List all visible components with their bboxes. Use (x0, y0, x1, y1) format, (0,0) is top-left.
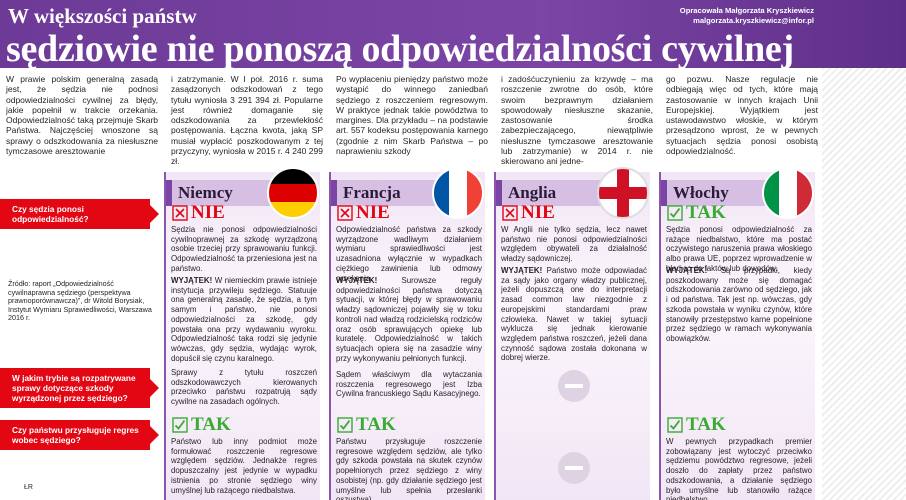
x-icon (172, 205, 188, 221)
email: malgorzata.kryszkiewicz@infor.pl (693, 16, 814, 25)
regress-text: W pewnych przypadkach premier zobowiązan… (666, 437, 812, 500)
exception: WYJĄTEK! W niemieckim prawie istnieje in… (171, 276, 317, 363)
flag (432, 167, 484, 219)
answer-text: TAK (686, 414, 726, 435)
intro-text: go pozwu. Nasze regulacje nie odbiegają … (666, 74, 818, 157)
intro-text: i zatrzymanie. W I poł. 2016 r. suma zas… (171, 74, 323, 167)
intro-text: Po wypłaceniu pieniędzy państwo może wys… (336, 74, 488, 157)
country-column: Włochy TAK Sędzia ponosi odpowiedzialnoś… (659, 167, 815, 500)
answer-text: TAK (356, 414, 396, 435)
side-stripes (822, 68, 906, 500)
question: W jakim trybie są rozpatrywane sprawy do… (0, 368, 159, 408)
check-icon (337, 417, 353, 433)
answer: TAK (667, 202, 726, 224)
headline: sędziowie nie ponoszą odpowiedzialności … (6, 28, 794, 70)
intro-text: i zadośćuczynieniu za krzywdę – ma roszc… (501, 74, 653, 167)
exception-text: Państwo może odpowiadać za sądy jako org… (501, 266, 647, 363)
country-column: Francja NIE Odpowiedzialność państwa za … (329, 167, 485, 500)
x-icon (337, 205, 353, 221)
answer-text: NIE (521, 202, 555, 223)
answer-text-body: Sędzia nie ponosi odpowiedzialności cywi… (171, 225, 317, 273)
exception-text: Są przypadki, kiedy poszkodowany może si… (666, 266, 812, 343)
header: W większości państw sędziowie nie ponosz… (0, 0, 906, 70)
answer-text: TAK (191, 414, 231, 435)
question: Czy sędzia ponosi odpowiedzialność? (0, 199, 159, 229)
answer: NIE (502, 202, 555, 224)
country-column: Anglia NIE W Anglii nie tylko sędzia, le… (494, 167, 650, 500)
answer: TAK (337, 414, 396, 436)
exception-label: WYJĄTEK! (666, 266, 708, 275)
no-data-icon (558, 452, 590, 484)
exception-text: Surowsze reguły odpowiedzialności państw… (336, 276, 482, 363)
answer-text-body: Odpowiedzialność państwa za szkody wyrzą… (336, 225, 482, 283)
regress-text: Państwu przysługuje roszczenie regresowe… (336, 437, 482, 500)
answer: NIE (172, 202, 225, 224)
procedure-text: Sądem właściwym dla wytaczania roszczeni… (336, 370, 482, 399)
exception-text: W niemieckim prawie istnieje instytucja … (171, 276, 317, 363)
credit: ŁR (24, 484, 33, 491)
answer-text: TAK (686, 202, 726, 223)
exception-label: WYJĄTEK! (171, 276, 213, 285)
exception: WYJĄTEK! Państwo może odpowiadać za sądy… (501, 266, 647, 363)
answer-text-body: W Anglii nie tylko sędzia, lecz nawet pa… (501, 225, 647, 264)
flag (597, 167, 649, 219)
flag (762, 167, 814, 219)
exception: WYJĄTEK! Surowsze reguły odpowiedzialnoś… (336, 276, 482, 363)
answer: NIE (337, 202, 390, 224)
kicker: W większości państw (8, 4, 197, 28)
exception-label: WYJĄTEK! (501, 266, 543, 275)
exception: WYJĄTEK! Są przypadki, kiedy poszkodowan… (666, 266, 812, 344)
procedure-text: Sprawy z tytułu roszczeń odszkodowawczyc… (171, 368, 317, 407)
check-icon (667, 417, 683, 433)
answer-text-body: Sędzia ponosi odpowiedzialność za rażące… (666, 225, 812, 273)
check-icon (667, 205, 683, 221)
exception-label: WYJĄTEK! (336, 276, 378, 285)
no-data-icon (558, 370, 590, 402)
check-icon (172, 417, 188, 433)
intro-text: W prawie polskim generalną zasadą jest, … (6, 74, 158, 157)
answer-text: NIE (356, 202, 390, 223)
question: Czy państwu przysługuje regres wobec sęd… (0, 420, 159, 450)
author: Opracowała Małgorzata Kryszkiewicz (679, 6, 814, 15)
answer: TAK (172, 414, 231, 436)
x-icon (502, 205, 518, 221)
flag (267, 167, 319, 219)
country-column: Niemcy NIE Sędzia nie ponosi odpowiedzia… (164, 167, 320, 500)
answer: TAK (667, 414, 726, 436)
answer-text: NIE (191, 202, 225, 223)
source: Źródło: raport „Odpowiedzialność cywilna… (8, 279, 152, 323)
regress-text: Państwo lub inny podmiot może formułować… (171, 437, 317, 495)
